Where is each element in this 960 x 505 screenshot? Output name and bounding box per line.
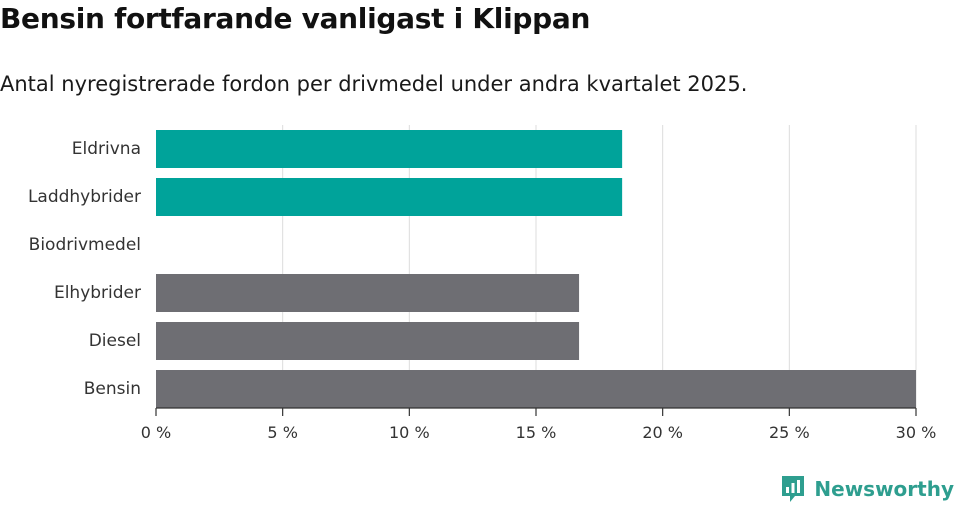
bar-laddhybrider (156, 178, 623, 216)
newsworthy-logo-text: Newsworthy (814, 477, 954, 501)
gridlines (282, 125, 917, 408)
x-tick-label: 15 % (516, 423, 557, 442)
bar-eldrivna (156, 130, 623, 168)
x-tick-label: 30 % (896, 423, 937, 442)
newsworthy-logo: Newsworthy (780, 473, 954, 505)
category-label: Elhybrider (54, 283, 141, 303)
category-labels: Eldrivna Laddhybrider Biodrivmedel Elhybrid… (28, 139, 141, 399)
category-label: Biodrivmedel (29, 235, 141, 255)
x-tick-label: 5 % (267, 423, 297, 442)
x-tick-label: 10 % (389, 423, 430, 442)
bar-bensin (156, 370, 916, 408)
x-tick-label: 20 % (642, 423, 683, 442)
x-axis: 0 % 5 % 10 % 15 % 20 % 25 % 30 % (141, 407, 937, 442)
category-label: Laddhybrider (28, 187, 141, 207)
category-label: Bensin (84, 379, 141, 399)
chart-title: Bensin fortfarande vanligast i Klippan (0, 2, 591, 35)
x-tick-label: 25 % (769, 423, 810, 442)
bar-diesel (156, 322, 580, 360)
bar-chart: Eldrivna Laddhybrider Biodrivmedel Elhybrid… (28, 125, 937, 442)
x-tick-label: 0 % (141, 423, 171, 442)
newsworthy-logo-icon (782, 476, 805, 502)
category-label: Eldrivna (72, 139, 141, 159)
chart-subtitle: Antal nyregistrerade fordon per drivmede… (0, 72, 748, 96)
category-label: Diesel (89, 331, 141, 351)
bar-elhybrider (156, 274, 580, 312)
bars (156, 130, 916, 408)
